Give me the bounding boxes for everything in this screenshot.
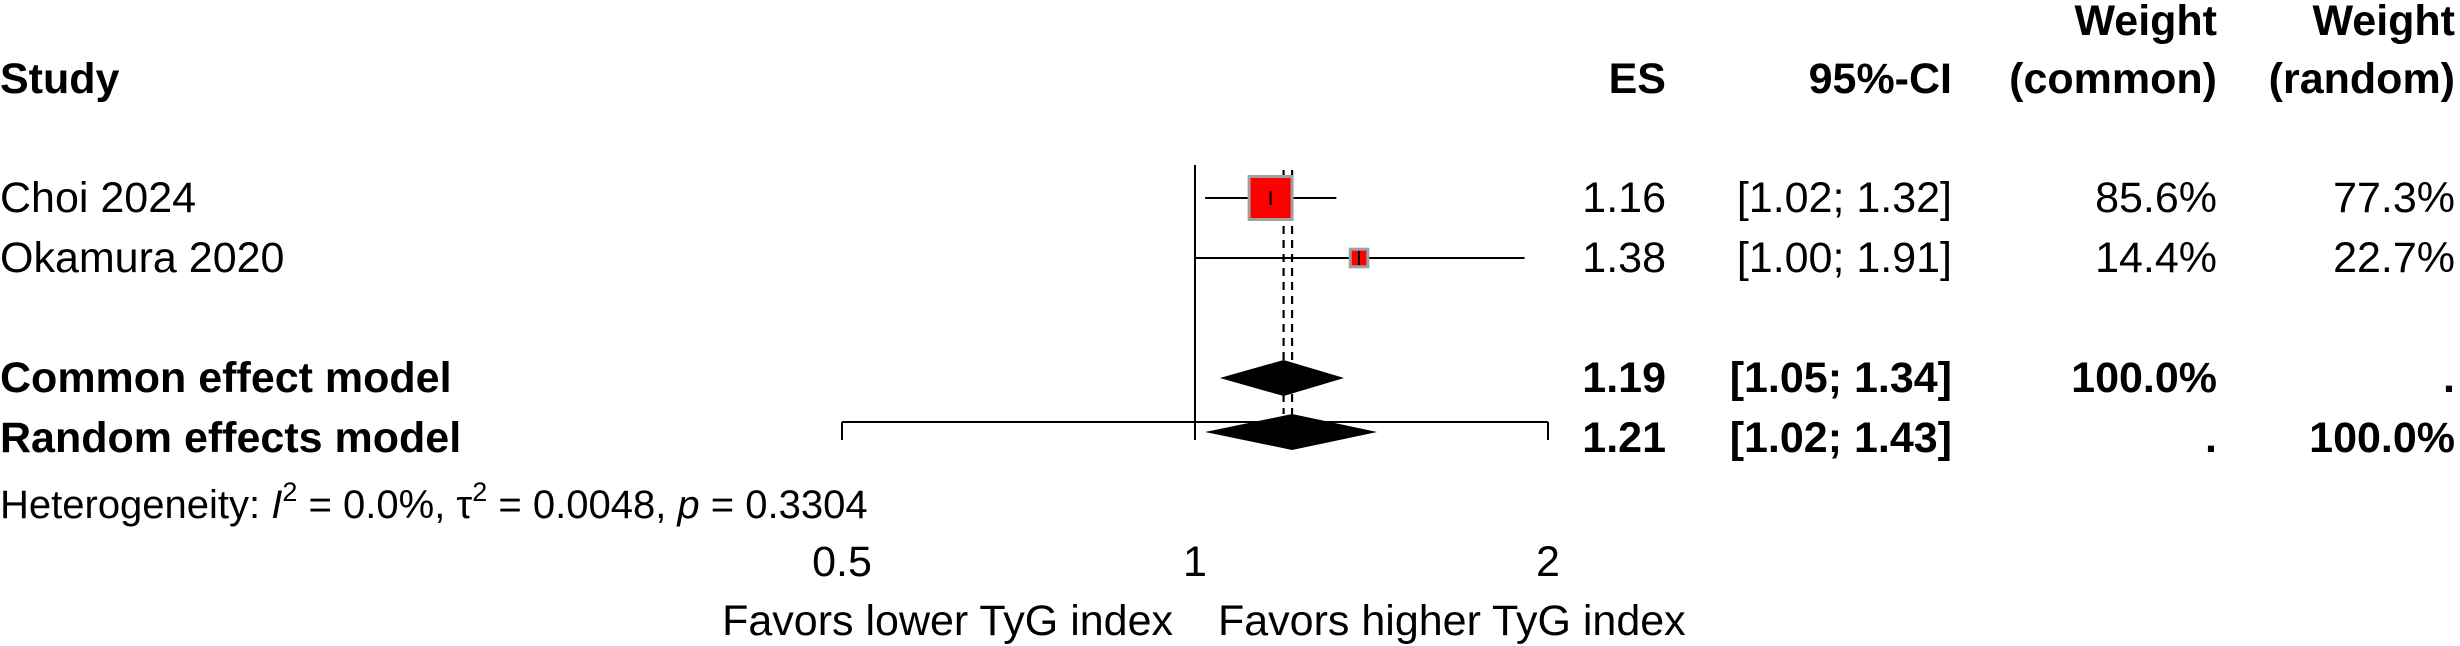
header-weight-random-line1: Weight [2312,0,2455,45]
study-es: 1.16 [1582,174,1666,222]
x-axis-tick-labels: 0.5 1 2 [812,538,1560,586]
column-headers: Study ES 95%-CI Weight (common) Weight (… [0,0,2455,103]
pooled-ci: [1.05; 1.34] [1730,354,1952,402]
pooled-weight-common: . [2205,414,2217,462]
i2-symbol: I [271,483,282,527]
pooled-weight-common: 100.0% [2071,354,2217,402]
pooled-name: Common effect model [0,354,452,402]
tau2-symbol: τ [456,483,472,527]
study-es: 1.38 [1582,234,1666,282]
i2-superscript: 2 [282,477,297,507]
pooled-es: 1.21 [1582,414,1666,462]
header-weight-common-line2: (common) [2009,55,2217,103]
pooled-row: Common effect model 1.19 [1.05; 1.34] 10… [0,354,2455,402]
pooled-weight-random: 100.0% [2309,414,2455,462]
tau2-superscript: 2 [472,477,487,507]
header-weight-common-line1: Weight [2074,0,2217,45]
study-weight-common: 14.4% [2095,234,2217,282]
favors-left-label: Favors lower TyG index [722,597,1173,645]
study-ci: [1.00; 1.91] [1737,234,1952,282]
i2-value: = 0.0%, [297,483,456,527]
study-name: Choi 2024 [0,174,196,222]
plot-marks [841,165,1549,450]
pooled-row: Random effects model 1.21 [1.02; 1.43] .… [0,414,2455,462]
heterogeneity-text: Heterogeneity: I2 = 0.0%, τ2 = 0.0048, p… [0,477,868,527]
study-ci: [1.02; 1.32] [1737,174,1952,222]
pooled-weight-random: . [2443,354,2455,402]
pooled-diamond [1205,414,1378,450]
heterogeneity-prefix: Heterogeneity: [0,483,271,527]
x-tick-label: 0.5 [812,538,872,586]
tau2-value: = 0.0048, [487,483,677,527]
study-row: Choi 2024 1.16 [1.02; 1.32] 85.6% 77.3% [0,174,2455,222]
pooled-diamond [1219,360,1345,396]
p-value: = 0.3304 [700,483,868,527]
header-es: ES [1609,55,1666,103]
header-study: Study [0,55,120,103]
favors-right-label: Favors higher TyG index [1218,597,1686,645]
header-weight-random-line2: (random) [2269,55,2455,103]
pooled-name: Random effects model [0,414,461,462]
header-ci: 95%-CI [1809,55,1952,103]
study-weight-random: 77.3% [2333,174,2455,222]
study-name: Okamura 2020 [0,234,284,282]
pooled-es: 1.19 [1582,354,1666,402]
pooled-ci: [1.02; 1.43] [1730,414,1952,462]
x-tick-label: 2 [1536,538,1560,586]
x-tick-label: 1 [1183,538,1207,586]
study-row: Okamura 2020 1.38 [1.00; 1.91] 14.4% 22.… [0,234,2455,282]
p-symbol: p [676,483,699,527]
study-weight-common: 85.6% [2095,174,2217,222]
study-weight-random: 22.7% [2333,234,2455,282]
